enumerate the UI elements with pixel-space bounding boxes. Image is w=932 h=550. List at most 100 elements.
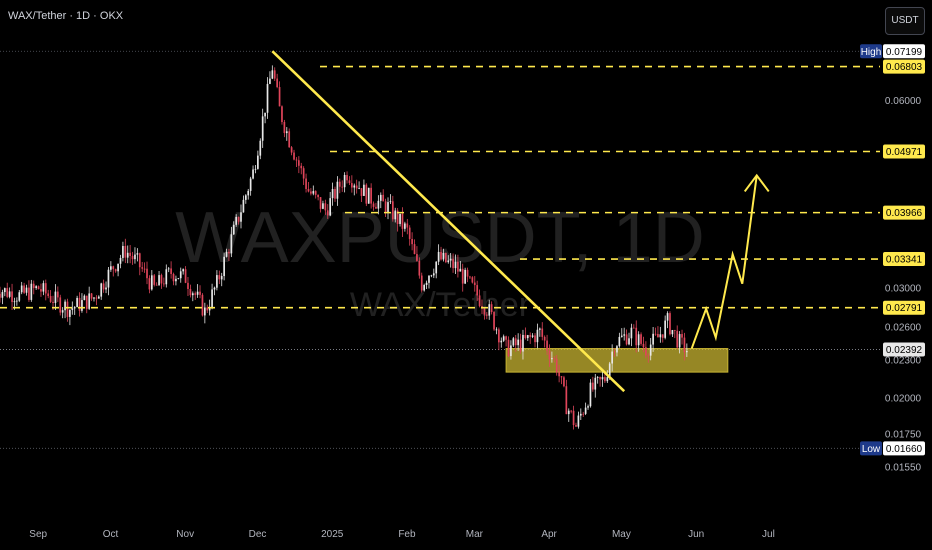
candle-body (293, 152, 295, 160)
candle (218, 270, 221, 285)
candle-body (543, 336, 546, 341)
candle-body (138, 253, 141, 268)
candle (16, 297, 18, 306)
candle-body (259, 140, 262, 156)
candle (432, 268, 435, 279)
candle-body (375, 206, 377, 209)
candle (628, 332, 630, 346)
candle (122, 241, 124, 262)
candle-body (278, 87, 281, 107)
candle-body (8, 291, 11, 297)
last-price-tag: 0.02392 (883, 342, 925, 357)
candle-body (56, 291, 59, 298)
candle-body (13, 301, 16, 303)
candle-body (194, 293, 197, 295)
candle-body (512, 338, 515, 346)
candle (391, 195, 394, 222)
candle-body (541, 328, 544, 337)
watermark: WAXPUSDT, 1D WAX/Tether (175, 198, 704, 324)
candle (322, 200, 324, 210)
candle (290, 146, 293, 156)
time-tick-label: 2025 (321, 529, 344, 540)
candle (59, 294, 62, 316)
time-tick-label: Sep (29, 529, 47, 540)
candle-body (314, 191, 317, 195)
high-low-label: Low (862, 444, 881, 455)
price-tag-background (883, 300, 925, 315)
candle (541, 322, 544, 341)
price-tag-background (883, 205, 925, 220)
candle-body (389, 201, 392, 203)
candle (512, 336, 515, 347)
candle-body (228, 251, 230, 254)
candle-body (483, 308, 486, 315)
candle-body (254, 168, 257, 170)
candle (187, 276, 189, 296)
candle-body (367, 187, 370, 204)
candle (220, 272, 223, 287)
candle-body (616, 346, 618, 353)
candle (510, 340, 512, 360)
candle (30, 279, 33, 302)
candle-body (396, 210, 399, 224)
candle-body (95, 297, 98, 299)
high-low-label-background (860, 441, 882, 456)
candle (71, 301, 74, 315)
candle (548, 344, 551, 367)
candle-body (510, 345, 512, 357)
candle-body (649, 344, 652, 356)
candle (469, 275, 471, 279)
candle-body (134, 254, 136, 260)
drawings[interactable] (0, 50, 880, 393)
candle-body (160, 275, 163, 284)
candle (28, 280, 30, 302)
candle-body (399, 213, 401, 224)
candle (406, 218, 409, 235)
candle-body (201, 294, 204, 316)
candle-body (28, 287, 30, 300)
candle-body (657, 333, 659, 338)
candle (466, 267, 469, 283)
currency-button[interactable]: USDT (885, 7, 925, 35)
candle-body (611, 351, 613, 364)
candle (102, 279, 105, 293)
candle (85, 295, 88, 314)
candle-body (100, 283, 103, 297)
time-axis[interactable]: Sep Oct Nov Dec 2025 Feb Mar Apr May Jun Jul (29, 529, 775, 540)
candle (594, 373, 597, 398)
candle (408, 225, 411, 246)
candle-body (49, 296, 52, 302)
candle (625, 329, 628, 346)
candle (324, 199, 327, 215)
time-tick-label: Apr (541, 529, 557, 540)
candle (457, 254, 459, 278)
candle-body (343, 174, 346, 188)
candle (363, 179, 365, 196)
candle (567, 408, 570, 422)
candle-body (61, 310, 64, 313)
candle (216, 270, 218, 291)
candle (601, 371, 604, 387)
candle-body (235, 216, 238, 225)
candle (148, 275, 151, 294)
candle-body (671, 330, 674, 335)
candle-body (613, 351, 616, 353)
candle-body (669, 313, 671, 335)
candle-body (179, 271, 182, 279)
candle-body (659, 334, 662, 338)
candle (213, 286, 216, 296)
candle (478, 289, 481, 308)
time-tick-label: Nov (176, 529, 194, 540)
candle (107, 266, 110, 296)
candle-body (411, 238, 413, 245)
price-axis[interactable]: 0.06000 0.03000 0.02600 0.02300 0.02000 0.017… (860, 44, 925, 473)
candle-body (673, 330, 676, 331)
candle (611, 344, 613, 372)
candle-body (119, 257, 122, 264)
candle (404, 221, 406, 232)
candle-body (47, 293, 50, 297)
candle-body (32, 283, 35, 289)
candle (97, 295, 100, 299)
candle-body (110, 266, 112, 270)
